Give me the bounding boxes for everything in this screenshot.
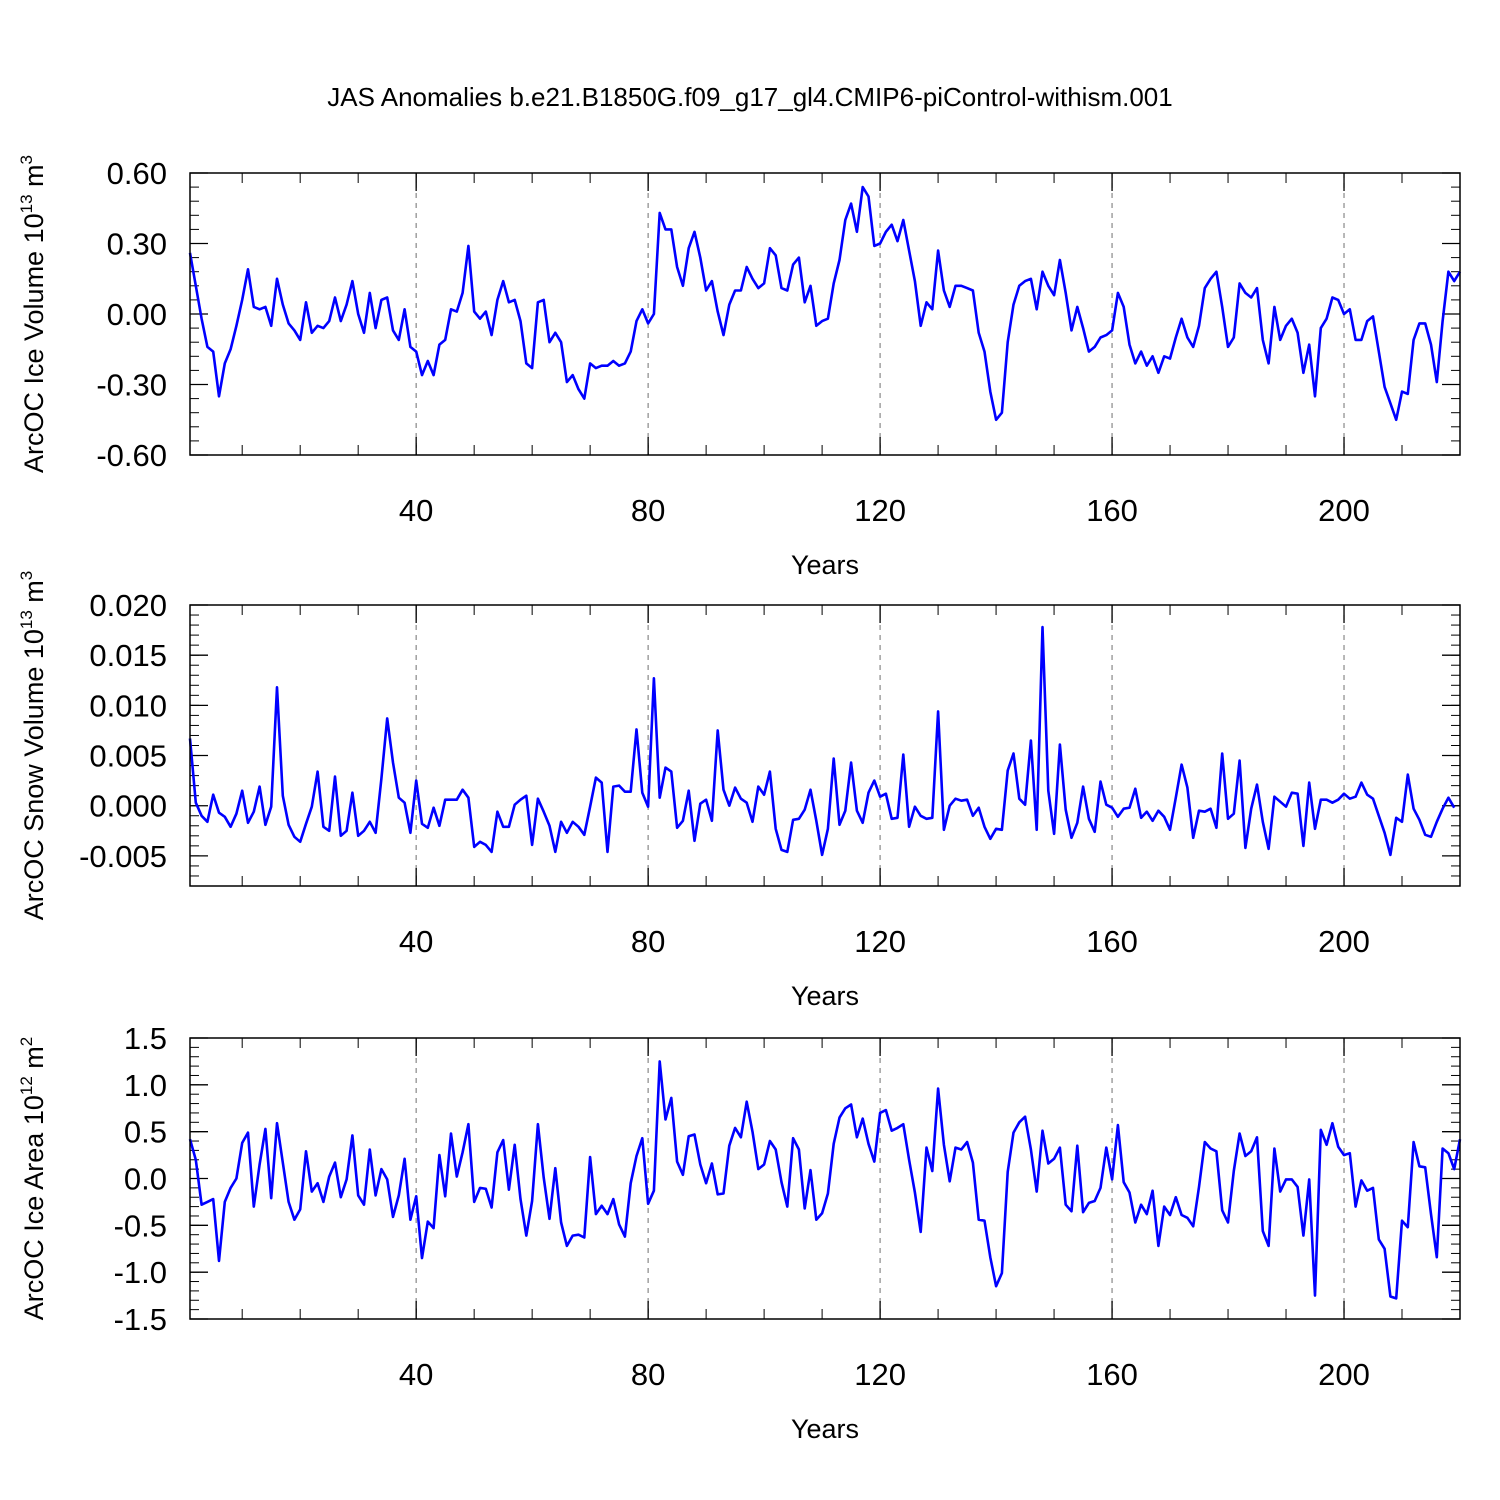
y-tick-label: 0.010 — [89, 688, 167, 723]
x-tick-label-120: 120 — [854, 924, 906, 959]
series-line-ice-area — [188, 1060, 1462, 1300]
panel-ice-volume: 40 80 120 160 200 -0.60 -0.30 0.00 0.30 0.60 Years… — [17, 155, 1462, 580]
y-tick-label: 1.0 — [124, 1068, 167, 1103]
chart-title: JAS Anomalies b.e21.B1850G.f09_g17_gl4.C… — [327, 82, 1172, 112]
x-tick-label-80: 80 — [631, 924, 665, 959]
y-tick-label: -0.60 — [96, 438, 167, 473]
y-axis-label: ArcOC Ice Volume 1013 m3 — [17, 155, 49, 473]
x-tick-label-160: 160 — [1086, 493, 1138, 528]
x-axis-label: Years — [791, 981, 859, 1011]
y-tick-label: 0.000 — [89, 789, 167, 824]
y-tick-label: -0.5 — [114, 1208, 167, 1243]
x-tick-label-40: 40 — [399, 493, 433, 528]
x-tick-label-200: 200 — [1318, 493, 1370, 528]
x-tick-label-120: 120 — [854, 493, 906, 528]
x-tick-label-160: 160 — [1086, 924, 1138, 959]
y-tick-label: 0.0 — [124, 1162, 167, 1197]
y-tick-label: 0.30 — [107, 227, 167, 262]
y-tick-label: 0.60 — [107, 156, 167, 191]
y-tick-label: 0.5 — [124, 1115, 167, 1150]
y-tick-label: -1.0 — [114, 1255, 167, 1290]
y-tick-label: 0.00 — [107, 297, 167, 332]
x-tick-label-200: 200 — [1318, 1357, 1370, 1392]
y-axis-label: ArcOC Ice Area 1012 m2 — [17, 1037, 49, 1321]
panels-layer: 40 80 120 160 200 -0.60 -0.30 0.00 0.30 0.60 Years… — [17, 155, 1462, 1444]
y-tick-label: -0.005 — [79, 839, 167, 874]
y-tick-label: -0.30 — [96, 368, 167, 403]
plot-frame — [189, 1037, 1461, 1320]
x-tick-label-160: 160 — [1086, 1357, 1138, 1392]
y-tick-label: 0.020 — [89, 588, 167, 623]
x-tick-label-120: 120 — [854, 1357, 906, 1392]
panel-snow-volume: 40 80 120 160 200 -0.005 0.000 0.005 0.010 0.015 0… — [17, 571, 1461, 1011]
x-axis-label: Years — [791, 550, 859, 580]
y-axis-label: ArcOC Snow Volume 1013 m3 — [17, 571, 49, 921]
panel-ice-area: 40 80 120 160 200 -1.5 -1.0 -0.5 0.0 0.5 1.0 1.5 Yea… — [17, 1021, 1462, 1444]
y-tick-label: 0.015 — [89, 638, 167, 673]
y-tick-label: -1.5 — [114, 1302, 167, 1337]
y-tick-label: 0.005 — [89, 739, 167, 774]
x-tick-label-200: 200 — [1318, 924, 1370, 959]
x-axis-label: Years — [791, 1414, 859, 1444]
plot-frame — [189, 172, 1461, 456]
x-tick-label-40: 40 — [399, 924, 433, 959]
x-tick-label-40: 40 — [399, 1357, 433, 1392]
plot-frame — [189, 604, 1461, 887]
series-line-ice-volume — [188, 185, 1462, 422]
series-line-snow-volume — [188, 625, 1456, 857]
x-tick-label-80: 80 — [631, 493, 665, 528]
x-tick-label-80: 80 — [631, 1357, 665, 1392]
y-tick-label: 1.5 — [124, 1021, 167, 1056]
